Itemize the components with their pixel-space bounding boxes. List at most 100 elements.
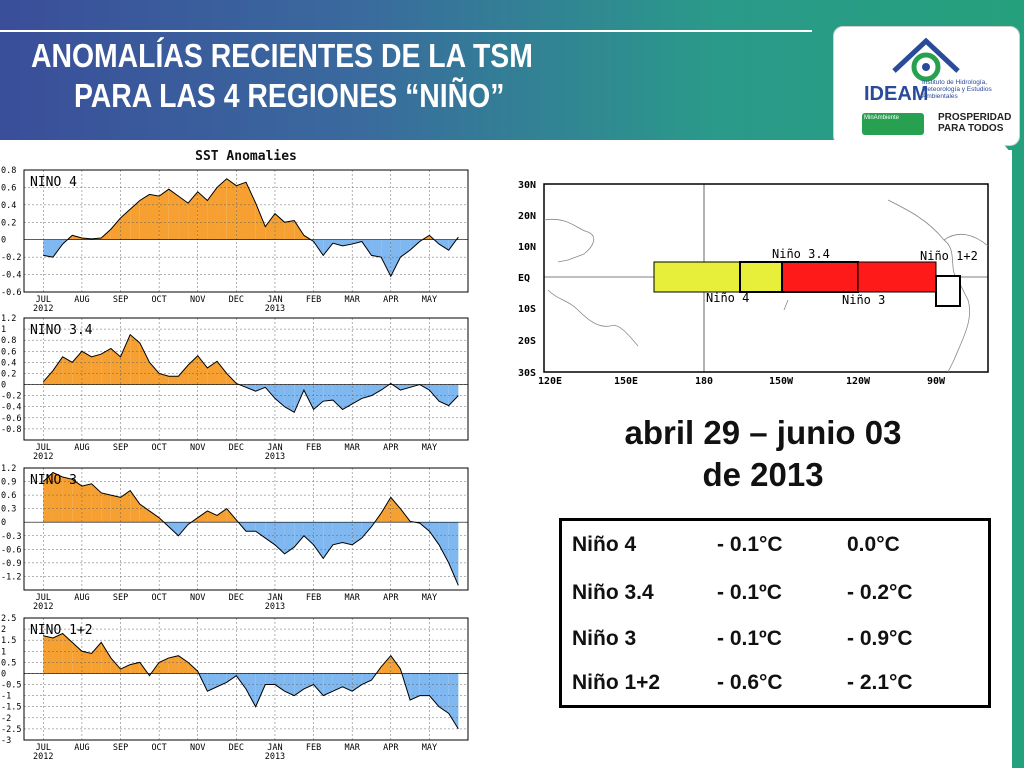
y-tick-label: -0.3 [1, 532, 21, 542]
y-tick-label: -0.2 [1, 392, 21, 402]
anomaly-area-segment [217, 361, 227, 385]
anomaly-area-segment [207, 187, 218, 240]
title-divider [0, 30, 812, 32]
anomaly-area-segment [72, 351, 82, 385]
table-cell-week: - 0.1ºC [717, 581, 782, 604]
date-line-2: de 2013 [702, 456, 824, 493]
map-lon-label: 120W [846, 376, 871, 387]
slide-title: ANOMALÍAS RECIENTES DE LA TSM PARA LAS 4… [0, 36, 550, 116]
anomaly-area-segment [110, 217, 121, 240]
x-month-label: OCT [151, 295, 166, 305]
panel-label: NINO 1+2 [30, 623, 93, 638]
anomaly-area-segment [352, 384, 362, 404]
x-month-label: FEB [306, 743, 321, 753]
nino3-label: Niño 3 [842, 293, 885, 307]
anomaly-area-segment [101, 492, 111, 523]
y-tick-label: -0.6 [1, 288, 21, 298]
y-tick-label: -2.5 [1, 725, 21, 735]
panel-label: NINO 3 [30, 473, 77, 488]
y-tick-label: 0.6 [1, 491, 16, 501]
anomaly-area-segment [91, 642, 102, 674]
anomaly-area-segment [392, 384, 401, 391]
anomaly-area-segment [168, 522, 179, 536]
anomaly-area-segment [352, 673, 362, 692]
anomaly-area-segment [197, 510, 208, 523]
anomaly-area-segment [62, 633, 73, 674]
nino12-box [935, 275, 961, 307]
anomaly-area-segment [197, 191, 208, 240]
y-tick-label: 0 [1, 381, 6, 391]
x-month-label: NOV [190, 443, 205, 453]
anomaly-area-segment [381, 239, 391, 277]
date-range: abril 29 – junio 03 de 2013 [560, 412, 966, 496]
anomaly-area-segment [323, 384, 333, 402]
anomaly-area-segment [168, 655, 179, 674]
anomaly-area-segment [332, 384, 343, 410]
sst-panel-0: 0.8 0.6 0.4 0.2 0 -0.2 -0.4 -0.6 JUL AUG SEP OCT NOV… [1, 166, 469, 314]
anomaly-area-segment [178, 365, 189, 385]
nino34-red-box [781, 261, 859, 293]
slogan-line-2: PARA TODOS [938, 123, 1004, 134]
x-year-label: 2013 [265, 602, 285, 612]
panel-border [23, 317, 469, 441]
table-cell-month: 0.0°C [847, 533, 900, 556]
anomaly-area-segment [52, 239, 63, 258]
x-month-label: AUG [74, 593, 89, 603]
y-tick-label: 0.2 [1, 369, 16, 379]
anomaly-area-segment [246, 522, 256, 532]
y-tick-label: 0.9 [1, 478, 16, 488]
y-tick-label: 2 [1, 625, 6, 635]
x-month-label: OCT [151, 443, 166, 453]
logo-institute: Instituto de Hidrología, Meteorología y … [922, 79, 992, 100]
anomaly-area-segment [236, 182, 246, 240]
x-month-label: MAY [422, 743, 437, 753]
y-tick-label: -0.2 [1, 253, 21, 263]
anomaly-area-segment [361, 384, 372, 399]
anomaly-series-line [43, 178, 459, 278]
anomaly-area-segment [439, 239, 449, 251]
y-tick-label: -0.5 [1, 681, 21, 691]
y-tick-label: 1 [1, 647, 6, 657]
panel-border [23, 617, 469, 741]
x-month-label: OCT [151, 593, 166, 603]
anomaly-area-segment [439, 384, 449, 406]
y-tick-label: 1.2 [1, 314, 16, 324]
anomaly-area-segment [390, 497, 401, 523]
y-tick-label: -1 [1, 692, 11, 702]
anomaly-area-segment [265, 213, 275, 240]
anomaly-area-segment [410, 673, 420, 701]
x-month-label: OCT [151, 743, 166, 753]
anomaly-area-segment [207, 361, 218, 385]
map-lon-label: 180 [695, 376, 713, 387]
y-tick-label: 0.8 [1, 166, 16, 176]
sst-anomalies-charts: SST Anomalies 0.80.60.40.20-0.2-0.4-0.6J… [1, 149, 469, 762]
anomaly-area-segment [448, 673, 459, 729]
panel-border [23, 169, 469, 293]
x-month-label: AUG [74, 295, 89, 305]
anomaly-area-segment [342, 384, 353, 410]
anomaly-area-segment [159, 373, 169, 385]
anomaly-area-segment [284, 220, 295, 240]
x-month-label: DEC [229, 295, 244, 305]
anomaly-area-segment [130, 490, 140, 523]
x-month-label: APR [383, 593, 399, 603]
map-lon-label: 150W [769, 376, 794, 387]
anomaly-area-segment [178, 196, 189, 240]
table-row: Niño 4 - 0.1°C 0.0°C [572, 533, 982, 559]
x-month-label: AUG [74, 743, 89, 753]
map-lat-label: 30N [518, 180, 536, 191]
anomaly-series-line [43, 632, 459, 730]
x-year-label: 2013 [265, 752, 285, 762]
y-tick-label: -0.4 [1, 271, 21, 281]
ministry-badge: MinAmbiente [862, 113, 924, 135]
x-month-label: FEB [306, 443, 321, 453]
anomaly-area-segment [43, 635, 53, 674]
coastlines [543, 199, 989, 373]
nino3-box [857, 261, 937, 293]
table-cell-region: Niño 3.4 [572, 581, 654, 604]
anomaly-area-segment [400, 384, 411, 391]
anomaly-area-segment [342, 673, 353, 692]
y-tick-label: 0 [1, 669, 6, 679]
x-month-label: NOV [190, 743, 205, 753]
y-tick-label: -1.2 [1, 572, 21, 582]
